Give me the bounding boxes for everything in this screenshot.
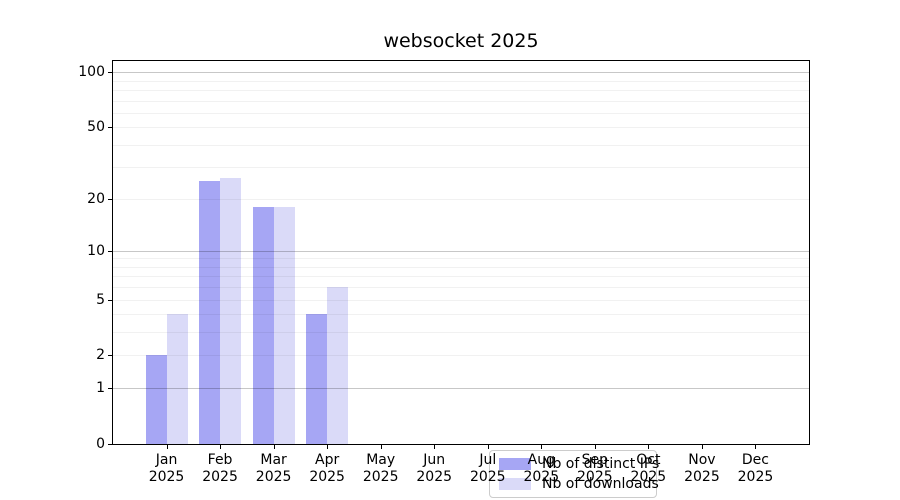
x-tick-label: Aug 2025 bbox=[523, 452, 560, 485]
legend-label-distinct-ips: Nb of distinct IPs bbox=[542, 456, 660, 472]
y-tick-label: 100 bbox=[78, 64, 105, 81]
gridline-minor bbox=[113, 198, 809, 200]
y-tick-mark bbox=[108, 250, 112, 252]
x-tick-label: Feb 2025 bbox=[202, 452, 238, 485]
x-tick-mark bbox=[648, 445, 650, 449]
x-tick-mark bbox=[434, 445, 436, 449]
gridline-minor bbox=[113, 355, 809, 357]
y-tick-mark bbox=[108, 444, 112, 445]
y-tick-label: 2 bbox=[96, 347, 105, 364]
x-tick-mark bbox=[273, 445, 275, 449]
chart-title: websocket 2025 bbox=[383, 30, 539, 52]
bar-downloads bbox=[327, 287, 349, 444]
gridline-minor bbox=[113, 266, 809, 268]
y-tick-mark bbox=[108, 388, 112, 390]
x-tick-mark bbox=[755, 445, 757, 449]
x-tick-label: May 2025 bbox=[362, 452, 399, 485]
gridline-minor bbox=[113, 332, 809, 334]
x-tick-mark bbox=[380, 445, 382, 449]
gridline-minor bbox=[113, 100, 809, 102]
gridline-minor bbox=[113, 258, 809, 260]
y-tick-mark bbox=[108, 72, 112, 74]
gridline-major bbox=[113, 388, 809, 390]
legend: Nb of distinct IPs Nb of downloads bbox=[489, 450, 660, 498]
legend-label-downloads: Nb of downloads bbox=[542, 476, 659, 492]
bar-downloads bbox=[220, 178, 242, 444]
x-tick-mark bbox=[166, 445, 168, 449]
y-tick-mark bbox=[108, 355, 112, 357]
bar-distinct-ips bbox=[306, 314, 328, 444]
y-tick-label: 20 bbox=[87, 190, 105, 207]
y-tick-label: 0 bbox=[96, 436, 105, 452]
gridline-minor bbox=[113, 89, 809, 91]
x-tick-label: Jan 2025 bbox=[148, 452, 185, 485]
legend-swatch-distinct-ips bbox=[499, 458, 531, 470]
gridline-minor bbox=[113, 112, 809, 114]
x-tick-mark bbox=[487, 445, 489, 449]
bar-distinct-ips bbox=[145, 355, 167, 444]
gridline-minor bbox=[113, 144, 809, 146]
legend-item-downloads: Nb of downloads bbox=[490, 476, 659, 492]
gridline-minor bbox=[113, 299, 809, 301]
x-tick-label: Oct 2025 bbox=[630, 452, 667, 485]
legend-swatch-downloads bbox=[499, 478, 531, 490]
x-tick-mark bbox=[541, 445, 543, 449]
x-tick-label: Nov 2025 bbox=[684, 452, 720, 485]
gridline-minor bbox=[113, 167, 809, 169]
gridline-minor bbox=[113, 314, 809, 316]
y-tick-mark bbox=[108, 127, 112, 129]
y-tick-mark bbox=[108, 299, 112, 301]
gridline-minor bbox=[113, 287, 809, 289]
bar-distinct-ips bbox=[199, 181, 221, 444]
gridline-major bbox=[113, 72, 809, 74]
x-tick-mark bbox=[220, 445, 222, 449]
legend-item-distinct-ips: Nb of distinct IPs bbox=[490, 456, 660, 472]
x-tick-label: Apr 2025 bbox=[309, 452, 345, 485]
y-tick-label: 50 bbox=[87, 119, 105, 136]
gridline-minor bbox=[113, 80, 809, 82]
y-tick-mark bbox=[108, 198, 112, 200]
bar-downloads bbox=[273, 206, 295, 444]
x-tick-mark bbox=[327, 445, 329, 449]
x-tick-mark bbox=[701, 445, 703, 449]
y-tick-label: 5 bbox=[96, 291, 105, 308]
x-tick-label: Jul 2025 bbox=[469, 452, 506, 485]
bar-downloads bbox=[166, 314, 188, 444]
plot-area: Nb of distinct IPs Nb of downloads bbox=[112, 60, 810, 498]
x-tick-label: Sep 2025 bbox=[577, 452, 613, 485]
bar-distinct-ips bbox=[252, 206, 274, 444]
x-tick-label: Dec 2025 bbox=[737, 452, 774, 485]
x-tick-label: Jun 2025 bbox=[416, 452, 453, 485]
gridline-major bbox=[113, 250, 809, 252]
gridline-minor bbox=[113, 276, 809, 278]
y-tick-label: 1 bbox=[96, 380, 105, 397]
gridline-minor bbox=[113, 127, 809, 129]
x-tick-label: Mar 2025 bbox=[255, 452, 292, 485]
x-tick-mark bbox=[594, 445, 596, 449]
y-tick-label: 10 bbox=[87, 242, 105, 259]
